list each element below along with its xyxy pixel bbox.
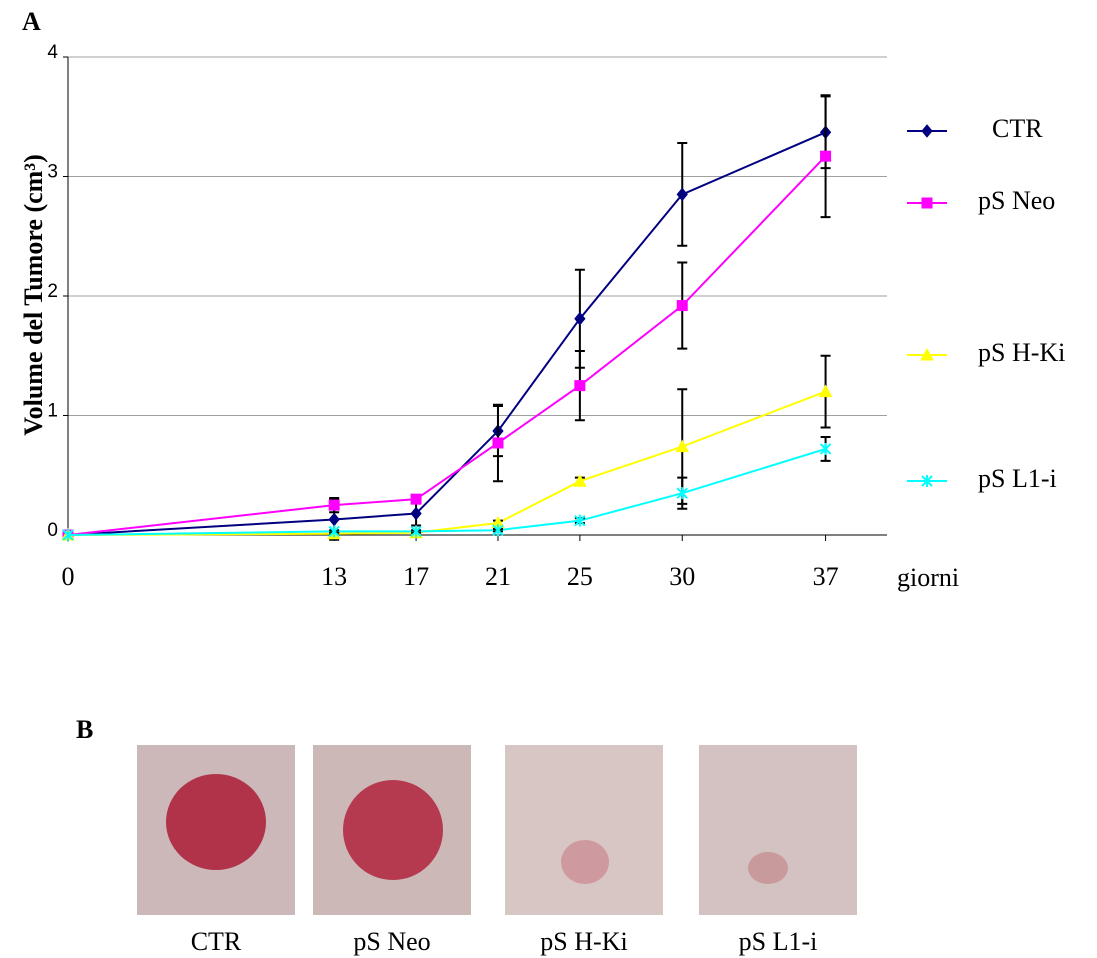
y-tick-label: 0 <box>47 520 58 541</box>
legend-label: CTR <box>992 114 1043 143</box>
y-tick-label: 4 <box>47 42 58 63</box>
marker <box>574 380 586 392</box>
y-axis-label: Volume del Tumore (cm³) <box>19 154 48 436</box>
marker <box>574 311 586 326</box>
series <box>62 94 832 541</box>
x-axis-label: giorni <box>897 563 959 592</box>
legend-label: pS Neo <box>978 186 1055 215</box>
tumor <box>748 852 788 884</box>
y-tick-label: 2 <box>47 281 58 302</box>
panel-label: A <box>22 7 41 36</box>
photo-caption: pS Neo <box>353 927 430 956</box>
photo-caption: pS H-Ki <box>540 927 627 956</box>
series <box>61 354 833 541</box>
marker <box>573 474 587 487</box>
marker <box>410 493 422 505</box>
x-tick-label: 17 <box>403 562 429 591</box>
panel-label: B <box>76 715 93 744</box>
marker <box>819 442 832 455</box>
series <box>62 436 832 541</box>
marker <box>328 512 340 527</box>
marker <box>492 437 504 449</box>
marker <box>675 439 690 453</box>
x-tick-label: 37 <box>813 562 839 591</box>
photo-caption: pS L1-i <box>739 927 818 956</box>
photo <box>699 745 857 915</box>
legend-marker <box>921 197 933 209</box>
x-tick-label: 13 <box>321 562 347 591</box>
tumor <box>561 840 609 884</box>
marker <box>328 499 340 511</box>
marker <box>410 525 422 538</box>
series <box>62 95 832 542</box>
x-tick-label: 21 <box>485 562 511 591</box>
y-tick-label: 3 <box>47 162 58 183</box>
marker <box>574 514 586 527</box>
legend-marker <box>920 347 934 361</box>
legend-label: pS H-Ki <box>978 338 1065 367</box>
line <box>67 131 826 536</box>
photos <box>137 745 857 915</box>
x-tick-label: 30 <box>669 562 695 591</box>
photo-caption: CTR <box>191 927 242 956</box>
legend-label: pS L1-i <box>978 464 1057 493</box>
marker <box>410 506 422 521</box>
marker <box>328 525 340 538</box>
line <box>67 390 826 536</box>
marker <box>676 300 688 312</box>
marker <box>820 150 832 162</box>
marker <box>818 384 833 398</box>
x-tick-label: 25 <box>567 562 593 591</box>
tumor <box>343 780 443 880</box>
legend-marker <box>921 475 933 487</box>
tumor <box>166 774 266 870</box>
marker <box>492 524 504 537</box>
x-tick-label: 0 <box>62 562 75 591</box>
y-tick-label: 1 <box>47 401 58 422</box>
photo <box>505 745 663 915</box>
marker <box>62 529 74 541</box>
marker <box>676 187 688 202</box>
legend-marker <box>921 124 933 138</box>
line <box>67 155 827 536</box>
marker <box>676 487 688 500</box>
